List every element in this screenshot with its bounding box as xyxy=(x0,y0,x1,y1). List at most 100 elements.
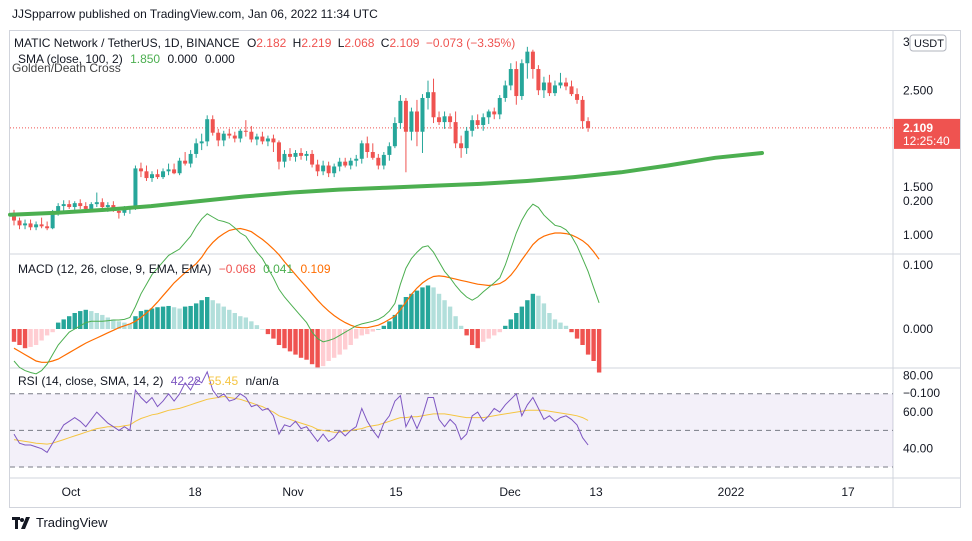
low-label: L xyxy=(337,36,345,50)
low-value: 2.068 xyxy=(344,36,375,50)
macd-histogram-bar xyxy=(536,295,541,329)
macd-tick-label: 0.200 xyxy=(903,194,933,208)
brand-text: TradingView xyxy=(36,515,108,530)
candle-body xyxy=(67,204,72,208)
macd-histogram-bar xyxy=(442,300,447,329)
sma-value-2: 0.000 xyxy=(167,52,198,66)
macd-histogram-bar xyxy=(72,313,77,329)
candle-body xyxy=(144,171,149,179)
candle-body xyxy=(503,85,508,98)
macd-signal-line xyxy=(13,227,600,363)
macd-histogram-bar xyxy=(547,313,552,329)
candle-body xyxy=(238,130,243,139)
macd-histogram-bar xyxy=(514,313,519,329)
candle-body xyxy=(138,168,143,172)
macd-histogram-bar xyxy=(409,293,414,329)
candle-body xyxy=(216,132,221,141)
macd-histogram-bar xyxy=(105,317,111,329)
candle-body xyxy=(89,204,94,209)
candle-body xyxy=(420,97,425,132)
candle-body xyxy=(133,168,138,208)
macd-histogram-bar xyxy=(398,304,403,329)
macd-histogram-bar xyxy=(392,314,398,329)
candle-body xyxy=(56,206,61,212)
macd-histogram-bar xyxy=(17,329,22,345)
candle-body xyxy=(448,116,453,123)
rsi-label: RSI (14, close, SMA, 14, 2) xyxy=(18,374,164,388)
macd-histogram-bar xyxy=(497,329,502,333)
candle-body xyxy=(453,122,458,144)
symbol-title[interactable]: MATIC Network / TetherUS, 1D, BINANCE xyxy=(14,36,240,50)
macd-histogram-bar xyxy=(243,317,249,329)
tradingview-brand[interactable]: TradingView xyxy=(12,515,108,530)
macd-histogram-bar xyxy=(552,319,558,329)
rsi-ma-value: 55.45 xyxy=(208,374,239,388)
candle-body xyxy=(414,111,419,132)
macd-histogram-bar xyxy=(453,316,458,329)
high-label: H xyxy=(292,36,302,50)
x-axis-tick-label: Oct xyxy=(62,485,81,499)
sma-legend[interactable]: SMA (close, 100, 2) 1.850 0.000 0.000 xyxy=(18,52,235,66)
macd-histogram-bar xyxy=(563,325,569,329)
rsi-value: 42.22 xyxy=(170,374,201,388)
rsi-tick-label: 40.00 xyxy=(903,442,933,456)
candle-body xyxy=(442,116,447,123)
candle-body xyxy=(586,121,591,128)
macd-histogram-bar xyxy=(580,329,585,345)
candle-body xyxy=(17,220,22,226)
macd-histogram-bar xyxy=(365,329,370,335)
candle-body xyxy=(188,153,193,164)
candle-body xyxy=(365,143,370,153)
macd-legend[interactable]: MACD (12, 26, close, 9, EMA, EMA) −0.068… xyxy=(18,262,331,276)
macd-histogram-bar xyxy=(138,311,144,329)
rsi-legend[interactable]: RSI (14, close, SMA, 14, 2) 42.22 55.45 … xyxy=(18,374,279,388)
candle-body xyxy=(161,171,166,178)
macd-histogram-bar xyxy=(50,329,55,333)
candle-body xyxy=(116,210,121,213)
rsi-line xyxy=(13,370,589,454)
macd-histogram-bar xyxy=(298,329,304,358)
macd-histogram-bar xyxy=(492,329,497,336)
candle-body xyxy=(232,135,237,139)
candle-body xyxy=(431,92,436,118)
macd-histogram-bar xyxy=(425,285,431,329)
macd-histogram-bar xyxy=(83,309,88,329)
candle-body xyxy=(481,117,486,125)
macd-histogram-bar xyxy=(420,287,425,329)
high-value: 2.219 xyxy=(301,36,332,50)
macd-tick-label: 0.100 xyxy=(903,258,933,272)
macd-histogram-bar xyxy=(519,306,525,329)
candle-body xyxy=(541,82,546,91)
close-label: C xyxy=(380,36,390,50)
candle-body xyxy=(166,169,171,172)
macd-histogram-bar xyxy=(348,329,353,345)
macd-histogram-bar xyxy=(585,329,591,355)
macd-histogram-bar xyxy=(199,300,204,329)
rsi-ma-line xyxy=(13,395,589,445)
candle-body xyxy=(271,138,276,143)
x-axis-tick-label: 15 xyxy=(389,485,403,499)
candle-body xyxy=(61,204,66,207)
macd-histogram-bar xyxy=(210,300,215,329)
macd-histogram-bar xyxy=(61,319,66,329)
candle-body xyxy=(172,169,177,174)
macd-histogram-bar xyxy=(44,329,50,336)
macd-histogram-bar xyxy=(414,290,420,329)
candle-body xyxy=(260,136,265,142)
macd-histogram-bar xyxy=(133,316,138,329)
macd-histogram-bar xyxy=(89,311,94,329)
macd-histogram-bar xyxy=(55,322,61,329)
macd-histogram-bar xyxy=(182,306,188,329)
macd-histogram-bar xyxy=(464,329,469,336)
macd-histogram-bar xyxy=(11,329,17,342)
chart-frame xyxy=(9,30,961,508)
candle-body xyxy=(276,142,281,162)
macd-histogram-bar xyxy=(216,303,221,329)
candle-body xyxy=(310,153,315,165)
candle-body xyxy=(376,157,381,166)
change-value: −0.073 (−3.35%) xyxy=(425,36,516,50)
candle-body xyxy=(288,153,292,157)
macd-histogram-bar xyxy=(205,297,210,329)
candle-body xyxy=(194,143,199,154)
